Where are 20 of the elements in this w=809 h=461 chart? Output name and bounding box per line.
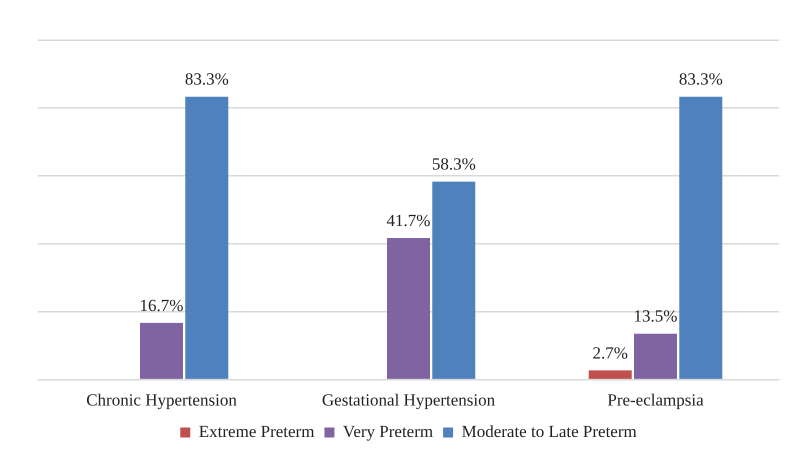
data-label: 2.7% [592,343,628,362]
x-tick-label: Gestational Hypertension [322,390,496,410]
legend-label: Extreme Preterm [198,422,314,441]
bar [588,370,632,379]
data-label: 16.7% [140,296,184,315]
bar [634,334,678,379]
x-tick-label: Chronic Hypertension [86,390,238,410]
data-label: 83.3% [184,70,229,89]
bar [679,96,722,379]
data-label: 13.5% [634,306,678,326]
bar [185,96,228,379]
bar [386,238,430,379]
legend-label: Moderate to Late Preterm [462,422,637,441]
x-tick-label: Pre-eclampsia [607,390,704,410]
data-label: 83.3% [678,70,723,89]
bar [140,322,184,379]
legend-label: Very Preterm [342,422,434,441]
bar [432,182,476,379]
data-label: 58.3% [432,154,476,174]
data-label: 41.7% [386,210,430,230]
